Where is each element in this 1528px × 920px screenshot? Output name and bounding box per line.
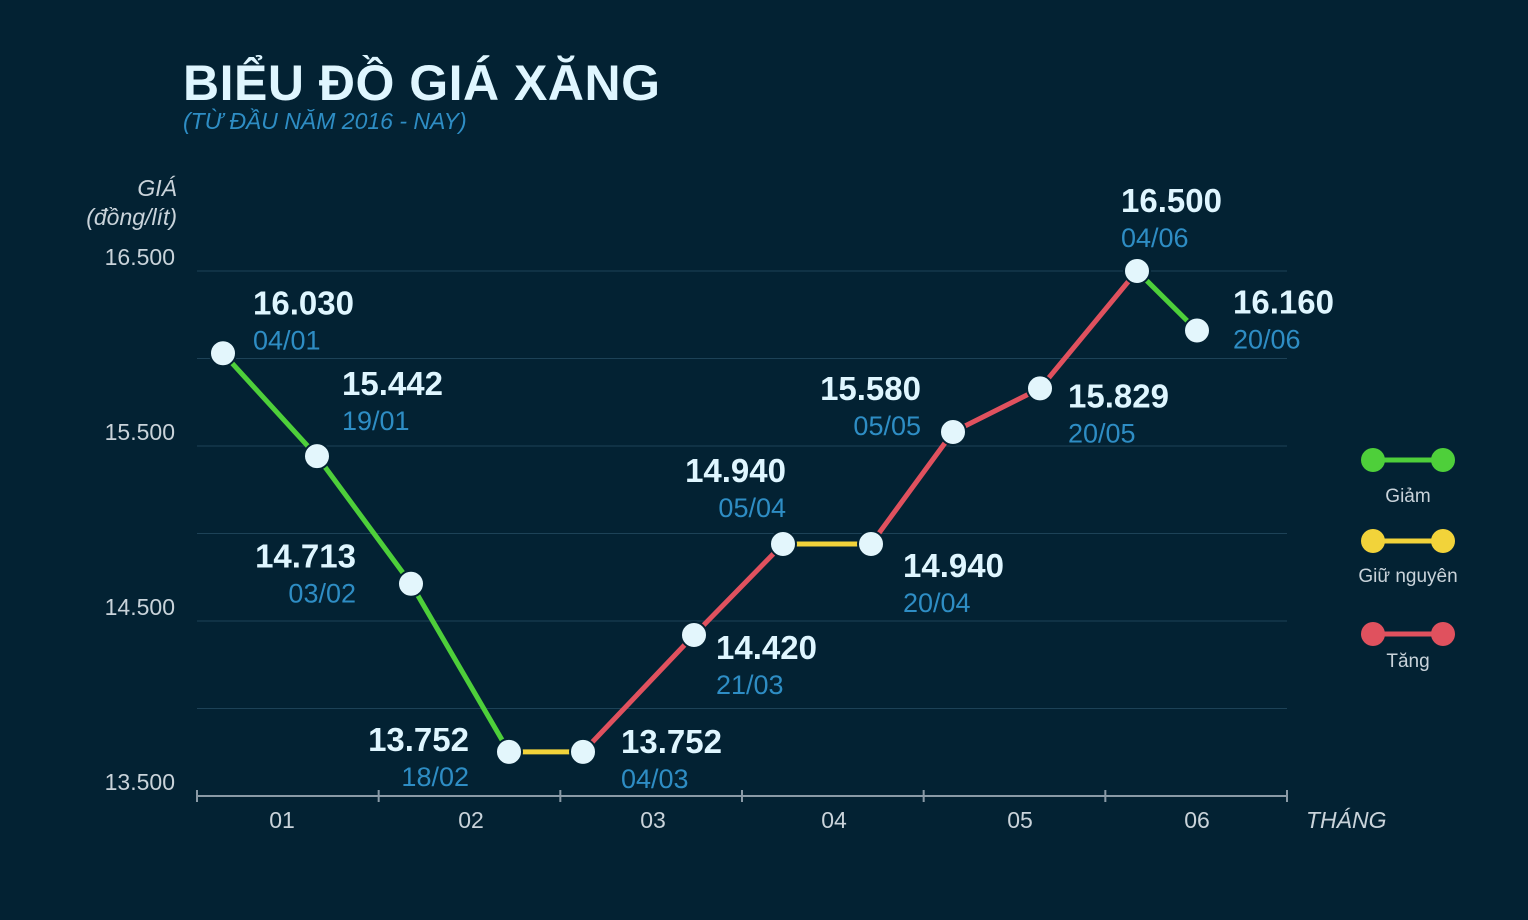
x-tick-label: 01 bbox=[269, 807, 295, 833]
x-tick-label: 05 bbox=[1007, 807, 1033, 833]
y-tick-label: 15.500 bbox=[105, 419, 175, 445]
legend-label: Giữ nguyên bbox=[1358, 566, 1457, 587]
series-segment bbox=[408, 581, 512, 755]
data-value-label: 13.752 bbox=[368, 721, 469, 758]
data-date-label: 05/05 bbox=[853, 411, 921, 441]
data-date-label: 20/05 bbox=[1068, 418, 1136, 448]
data-value-label: 15.442 bbox=[342, 365, 443, 402]
data-date-label: 21/03 bbox=[716, 670, 784, 700]
legend-label: Giảm bbox=[1385, 486, 1430, 507]
point-layer bbox=[209, 257, 1211, 766]
legend-layer: Giảm Giữ nguyên Tăng bbox=[1358, 448, 1458, 672]
data-point bbox=[1026, 374, 1054, 403]
data-value-label: 14.940 bbox=[903, 547, 1004, 584]
y-tick-label: 16.500 bbox=[105, 244, 175, 270]
data-point bbox=[397, 569, 425, 598]
y-axis-label: (đồng/lít) bbox=[86, 204, 177, 230]
series-segment bbox=[580, 632, 697, 755]
x-tick-label: 04 bbox=[821, 807, 847, 833]
x-tick-label: 06 bbox=[1184, 807, 1210, 833]
data-point bbox=[1123, 257, 1151, 285]
data-point bbox=[1183, 316, 1211, 345]
data-date-label: 19/01 bbox=[342, 406, 410, 436]
data-point bbox=[769, 530, 797, 558]
data-value-label: 16.500 bbox=[1121, 182, 1222, 219]
legend-marker bbox=[1361, 622, 1385, 646]
line-layer bbox=[220, 268, 1200, 755]
data-point bbox=[303, 442, 331, 471]
series-segment bbox=[691, 541, 786, 638]
data-value-label: 14.713 bbox=[255, 538, 356, 575]
data-value-label: 15.580 bbox=[820, 370, 921, 407]
data-value-label: 14.940 bbox=[685, 452, 786, 489]
data-point bbox=[857, 530, 885, 558]
data-point bbox=[569, 737, 597, 766]
data-value-label: 13.752 bbox=[621, 723, 722, 760]
data-date-label: 04/03 bbox=[621, 764, 689, 794]
axis-layer: 13.500 14.500 15.500 16.500 GIÁ (đồng/lít) 01 0… bbox=[86, 175, 1386, 833]
y-tick-label: 14.500 bbox=[105, 594, 175, 620]
legend-marker bbox=[1361, 529, 1385, 553]
legend-marker bbox=[1361, 448, 1385, 472]
legend-label: Tăng bbox=[1386, 651, 1429, 672]
legend-marker bbox=[1431, 448, 1455, 472]
label-layer: 16.030 04/01 15.442 19/01 14.713 03/02 13.752 1… bbox=[253, 182, 1334, 794]
y-axis-label: GIÁ bbox=[137, 175, 177, 201]
x-tick-label: 02 bbox=[458, 807, 484, 833]
series-segment bbox=[950, 385, 1043, 435]
legend-marker bbox=[1431, 622, 1455, 646]
chart-subtitle: (TỪ ĐẦU NĂM 2016 - NAY) bbox=[183, 108, 467, 134]
data-date-label: 20/06 bbox=[1233, 325, 1301, 355]
data-date-label: 18/02 bbox=[401, 762, 469, 792]
data-date-label: 05/04 bbox=[718, 493, 786, 523]
data-date-label: 20/04 bbox=[903, 588, 971, 618]
legend-marker bbox=[1431, 529, 1455, 553]
series-segment bbox=[1037, 268, 1140, 391]
data-value-label: 16.030 bbox=[253, 284, 354, 321]
y-tick-label: 13.500 bbox=[105, 769, 175, 795]
data-value-label: 15.829 bbox=[1068, 377, 1169, 414]
chart-title: BIỂU ĐỒ GIÁ XĂNG bbox=[183, 55, 661, 111]
series-segment bbox=[1134, 268, 1200, 333]
data-value-label: 16.160 bbox=[1233, 284, 1334, 321]
data-point bbox=[209, 339, 237, 368]
series-segment bbox=[868, 429, 956, 547]
data-point bbox=[939, 418, 967, 446]
data-date-label: 03/02 bbox=[288, 579, 356, 609]
grid-layer bbox=[197, 270, 1287, 709]
data-point bbox=[495, 737, 523, 766]
data-date-label: 04/01 bbox=[253, 325, 321, 355]
series-segment bbox=[220, 350, 320, 459]
data-point bbox=[680, 621, 708, 649]
series-segment bbox=[314, 453, 414, 587]
x-tick-label: 03 bbox=[640, 807, 666, 833]
data-date-label: 04/06 bbox=[1121, 223, 1189, 253]
x-axis-label: THÁNG bbox=[1306, 807, 1387, 833]
data-value-label: 14.420 bbox=[716, 629, 817, 666]
